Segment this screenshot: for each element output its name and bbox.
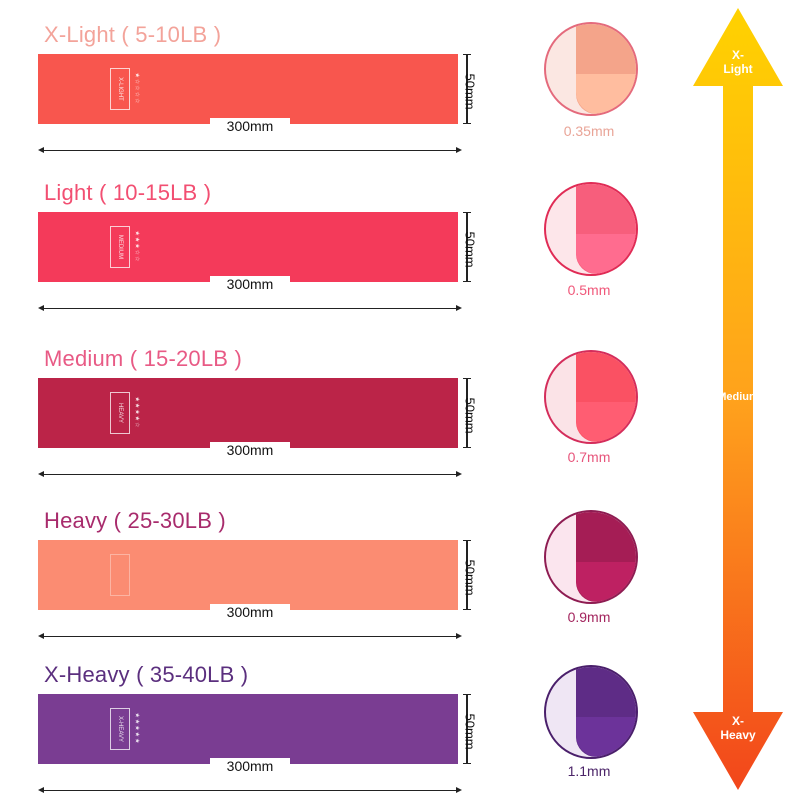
band-title: X-Heavy ( 35-40LB ) bbox=[44, 662, 249, 687]
scale-top-label: X- Light bbox=[693, 48, 783, 76]
band-tag-text: HEAVY bbox=[117, 403, 123, 423]
length-label: 300mm bbox=[210, 604, 290, 620]
scale-middle-label: Medium bbox=[717, 391, 759, 403]
height-label: 50mm bbox=[462, 73, 478, 110]
height-dimension-line bbox=[463, 212, 471, 282]
band-tag-text: MEDIUM bbox=[117, 234, 123, 260]
band-title: Light ( 10-15LB ) bbox=[44, 180, 212, 205]
band-row-light: Light ( 10-15LB ) MEDIUM ★★★☆☆ 50mm 300m… bbox=[0, 180, 520, 330]
band-stars-text: ★★★★☆ bbox=[133, 396, 140, 428]
length-label: 300mm bbox=[210, 118, 290, 134]
band-fold-edge bbox=[576, 562, 636, 602]
band-tag: X-HEAVY bbox=[110, 708, 130, 750]
height-dimension-line bbox=[463, 378, 471, 448]
thickness-label: 0.5mm bbox=[567, 282, 611, 298]
length-label: 300mm bbox=[210, 276, 290, 292]
band-stars: ★☆☆☆☆ bbox=[133, 68, 141, 108]
height-label: 50mm bbox=[462, 713, 478, 750]
band-title: Medium ( 15-20LB ) bbox=[44, 346, 243, 371]
band-tag: HEAVY bbox=[110, 392, 130, 434]
band-fold-edge bbox=[576, 234, 636, 274]
thickness-label: 0.7mm bbox=[567, 449, 611, 465]
band-tag-text: X-LIGHT bbox=[117, 77, 124, 101]
scale-bottom-label-line1: X- bbox=[732, 714, 744, 728]
thickness-closeup-medium bbox=[544, 350, 638, 444]
height-dimension-line bbox=[463, 540, 471, 610]
thickness-label: 0.9mm bbox=[567, 609, 611, 625]
length-label: 300mm bbox=[210, 442, 290, 458]
thickness-label: 0.35mm bbox=[563, 123, 615, 139]
band-row-heavy: Heavy ( 25-30LB ) 50mm 300mm bbox=[0, 508, 520, 658]
band-title: X-Light ( 5-10LB ) bbox=[44, 22, 222, 47]
band-stars: ★★★★☆ bbox=[133, 392, 141, 432]
length-dimension-arrow bbox=[38, 787, 462, 793]
band-stars: ★★★★★ bbox=[133, 708, 141, 748]
thickness-closeup-x-heavy bbox=[544, 665, 638, 759]
band-fold-edge bbox=[576, 717, 636, 757]
thickness-closeup-light bbox=[544, 182, 638, 276]
length-dimension-arrow bbox=[38, 147, 462, 153]
thickness-label: 1.1mm bbox=[567, 763, 611, 779]
scale-bottom-label: X- Heavy bbox=[693, 714, 783, 742]
height-dimension-line bbox=[463, 54, 471, 124]
band-stars-text: ★☆☆☆☆ bbox=[133, 72, 140, 104]
length-dimension-arrow bbox=[38, 633, 462, 639]
height-label: 50mm bbox=[462, 559, 478, 596]
height-label: 50mm bbox=[462, 231, 478, 268]
band-swatch: MEDIUM ★★★☆☆ bbox=[38, 212, 458, 282]
band-stars-text: ★★★★★ bbox=[133, 712, 140, 744]
band-stars: ★★★☆☆ bbox=[133, 226, 141, 266]
band-fold-edge bbox=[576, 402, 636, 442]
scale-top-label-line2: Light bbox=[723, 62, 753, 76]
band-row-medium: Medium ( 15-20LB ) HEAVY ★★★★☆ 50mm 300m… bbox=[0, 346, 520, 496]
scale-bottom-label-line2: Heavy bbox=[720, 728, 756, 742]
scale-top-label-line1: X- bbox=[732, 48, 744, 62]
band-tag: MEDIUM bbox=[110, 226, 130, 268]
band-row-x-heavy: X-Heavy ( 35-40LB ) X-HEAVY ★★★★★ 50mm 3… bbox=[0, 662, 520, 812]
band-swatch: X-LIGHT ★☆☆☆☆ bbox=[38, 54, 458, 124]
height-label: 50mm bbox=[462, 397, 478, 434]
band-stars-text: ★★★☆☆ bbox=[133, 230, 140, 262]
resistance-scale-arrow: X- Light Medium X- Heavy bbox=[693, 8, 783, 790]
band-swatch: X-HEAVY ★★★★★ bbox=[38, 694, 458, 764]
band-row-x-light: X-Light ( 5-10LB ) X-LIGHT ★☆☆☆☆ 50mm 30… bbox=[0, 22, 520, 172]
length-label: 300mm bbox=[210, 758, 290, 774]
band-swatch: HEAVY ★★★★☆ bbox=[38, 378, 458, 448]
scale-arrow-shape bbox=[693, 8, 783, 790]
band-tag-text: X-HEAVY bbox=[117, 716, 123, 742]
band-title: Heavy ( 25-30LB ) bbox=[44, 508, 226, 533]
thickness-closeup-x-light bbox=[544, 22, 638, 116]
thickness-closeup-heavy bbox=[544, 510, 638, 604]
band-fold-edge bbox=[576, 74, 636, 114]
band-tag bbox=[110, 554, 130, 596]
band-swatch bbox=[38, 540, 458, 610]
length-dimension-arrow bbox=[38, 305, 462, 311]
band-tag: X-LIGHT bbox=[110, 68, 130, 110]
height-dimension-line bbox=[463, 694, 471, 764]
length-dimension-arrow bbox=[38, 471, 462, 477]
